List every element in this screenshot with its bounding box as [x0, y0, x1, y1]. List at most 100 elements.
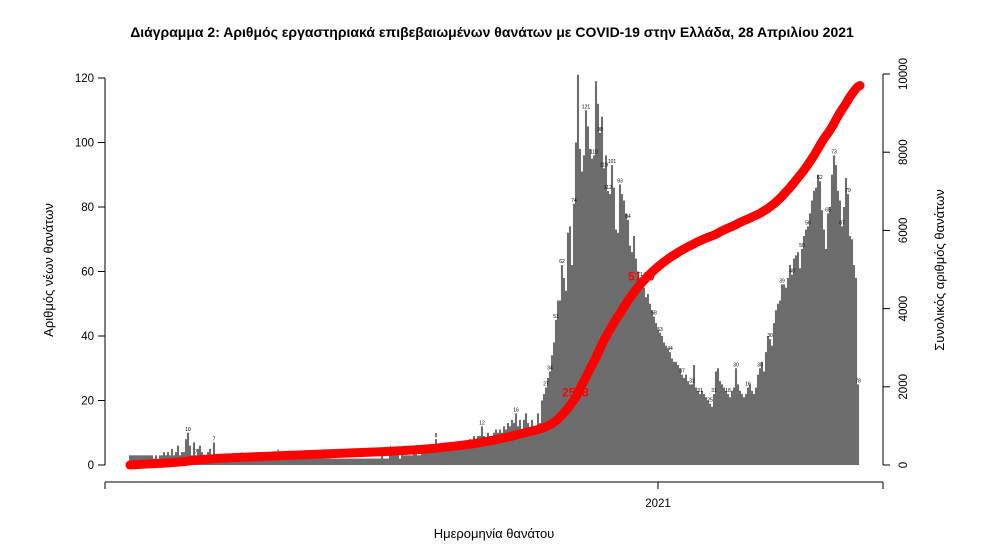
daily-bar [654, 323, 658, 465]
daily-bar-label: 58 [879, 0, 885, 2]
daily-bar [270, 458, 274, 465]
daily-bar [590, 158, 594, 466]
daily-bar [726, 394, 730, 465]
daily-bar [474, 439, 478, 465]
daily-bar-label: 40 [789, 269, 795, 275]
daily-bar [212, 442, 216, 465]
daily-bar [674, 361, 678, 465]
daily-bar [478, 435, 482, 465]
daily-bar [830, 174, 834, 465]
daily-bar [664, 345, 668, 465]
daily-bar [600, 116, 604, 465]
daily-bar [626, 219, 630, 465]
daily-bar [528, 432, 532, 465]
daily-bar [468, 439, 472, 465]
daily-bar [816, 174, 820, 465]
daily-bar [188, 445, 192, 465]
daily-bar [780, 284, 784, 465]
daily-bar-label: 121 [582, 104, 591, 110]
daily-bar [430, 452, 434, 465]
daily-bar [162, 452, 166, 465]
daily-bar [678, 368, 682, 465]
daily-bar [832, 155, 836, 465]
daily-bar [772, 323, 776, 465]
daily-bar-label: 58 [651, 311, 657, 317]
daily-bar [760, 361, 764, 465]
daily-bar [848, 236, 852, 465]
daily-bar [476, 435, 480, 465]
daily-bar [730, 390, 734, 465]
daily-bar [250, 458, 254, 465]
daily-bar [628, 245, 632, 465]
daily-bar [576, 74, 580, 465]
daily-bar [374, 458, 378, 465]
daily-bar-label: 87 [839, 220, 845, 226]
daily-bar [640, 284, 644, 465]
daily-bar [456, 448, 460, 466]
daily-bar-label: 73 [831, 149, 837, 155]
daily-bar [666, 348, 670, 465]
daily-bar [446, 448, 450, 466]
daily-bar [620, 194, 624, 465]
daily-bar [298, 458, 302, 465]
daily-bar-label: 62 [817, 175, 823, 181]
daily-bar [368, 458, 372, 465]
daily-bar-label: 25 [707, 398, 713, 404]
daily-bar [828, 207, 832, 465]
daily-bar [790, 274, 794, 465]
y-tick-label: 100 [75, 138, 94, 150]
daily-bar [712, 394, 716, 465]
daily-bar [342, 458, 346, 465]
daily-bar [370, 458, 374, 465]
daily-bar [262, 458, 266, 465]
daily-bar [184, 439, 188, 465]
daily-bar [776, 303, 780, 465]
daily-bar-label: 30 [733, 362, 739, 368]
daily-bar [724, 390, 728, 465]
daily-bar [634, 258, 638, 465]
daily-bar [254, 458, 258, 465]
daily-bar [294, 458, 298, 465]
daily-bar [672, 361, 676, 465]
daily-bar [454, 445, 458, 465]
daily-bar [552, 342, 556, 465]
y-axis-label: Αριθμός νέων θανάτων [41, 203, 56, 337]
daily-bar [384, 458, 388, 465]
daily-bar [448, 445, 452, 465]
daily-bar-label: 112 [604, 185, 612, 191]
daily-bar [692, 365, 696, 465]
daily-bar [510, 419, 514, 465]
y-tick-label: 20 [81, 396, 94, 408]
daily-bar [680, 374, 684, 465]
daily-bar-label: 44 [667, 346, 673, 352]
chart-title: Διάγραμμα 2: Αριθμός εργαστηριακά επιβεβ… [130, 24, 854, 40]
daily-bar-label: 98 [597, 127, 603, 133]
daily-bar [416, 455, 420, 465]
daily-bar [376, 458, 380, 465]
daily-bar [512, 423, 516, 465]
cumulative-label: 2538 [562, 386, 589, 400]
daily-bar [444, 448, 448, 466]
daily-bar [740, 394, 744, 465]
daily-bar-label: 18 [725, 388, 731, 394]
daily-bar [610, 165, 614, 465]
daily-bar [366, 458, 370, 465]
daily-bar [718, 381, 722, 465]
daily-bar-labels: 1077332481216273451627412111098119112101… [185, 0, 887, 459]
daily-bar-label: 78 [855, 378, 861, 384]
daily-bar [704, 397, 708, 465]
daily-bar-label: 74 [571, 198, 577, 204]
daily-bar [568, 226, 572, 465]
daily-bar-label: 12 [479, 420, 485, 426]
daily-bar [700, 390, 704, 465]
daily-bar-label: 84 [869, 0, 875, 2]
daily-bar [732, 387, 736, 465]
daily-bar [268, 458, 272, 465]
daily-bar [312, 458, 316, 465]
daily-bar [602, 168, 606, 466]
daily-bar [296, 455, 300, 465]
daily-bar [326, 458, 330, 465]
daily-bar [362, 458, 366, 465]
daily-bar [812, 190, 816, 466]
daily-bar [710, 406, 714, 465]
